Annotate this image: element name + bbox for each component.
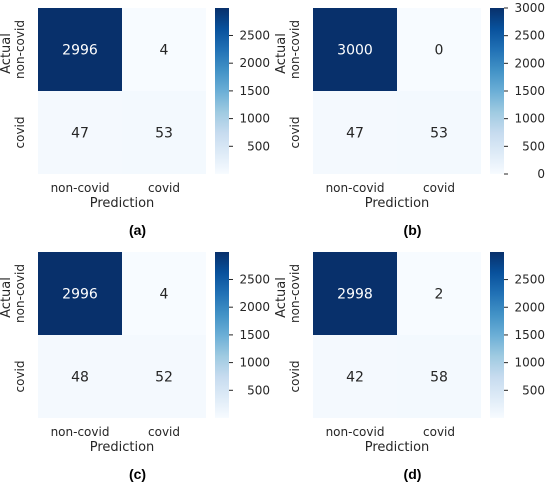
heatmap-cell [38,335,122,418]
confusion-matrix-panel-b: 3000 0 47 53 non-covid covid Prediction non-cov… [275,0,550,244]
colorbar-tick-label: 3000 [514,1,545,15]
cell-value-label: 52 [155,370,173,386]
x-axis-title: Prediction [90,440,155,455]
heatmap-cell [397,8,481,91]
cell-value-label: 47 [71,126,89,142]
confusion-matrix-panel-c: 2996 4 48 52 non-covid covid Prediction non-cov… [0,244,275,488]
y-tick-label: non-covid [288,20,302,79]
x-tick-label: covid [148,425,180,439]
heatmap-cell [122,8,206,91]
panel-caption: (c) [128,466,147,482]
colorbar-tick-label: 2000 [239,300,270,314]
panel-caption: (b) [403,222,422,238]
cell-value-label: 53 [155,126,173,142]
y-tick-label: non-covid [288,264,302,323]
x-tick-label: non-covid [51,181,110,195]
cell-value-label: 0 [435,43,444,59]
x-tick-label: non-covid [326,181,385,195]
colorbar-tick-label: 500 [247,383,270,397]
x-tick-label: non-covid [51,425,110,439]
y-axis-title: Actual [0,277,14,318]
panel-caption: (a) [128,222,147,238]
colorbar-tick-label: 2500 [239,272,270,286]
confusion-matrix-panel-a: 2996 4 47 53 non-covid covid Prediction non-cov… [0,0,275,244]
colorbar-tick-label: 1500 [239,84,270,98]
colorbar [215,8,229,174]
colorbar-tick-label: 1500 [514,84,545,98]
heatmap-cell [122,252,206,335]
y-tick-label: covid [13,117,27,149]
x-tick-label: covid [423,425,455,439]
cell-value-label: 4 [160,287,169,303]
y-tick-label: non-covid [13,20,27,79]
x-tick-label: covid [423,181,455,195]
colorbar-tick-label: 2500 [514,273,545,287]
heatmap-cell [122,335,206,418]
colorbar-tick-label: 1500 [239,328,270,342]
heatmap-cell [38,91,122,174]
heatmap-cell [313,252,397,335]
y-tick-label: non-covid [13,264,27,323]
x-axis-title: Prediction [365,440,430,455]
colorbar-tick-label: 0 [537,167,545,181]
heatmap-cell [38,8,122,91]
cell-value-label: 58 [430,370,448,386]
colorbar-tick-label: 1000 [514,112,545,126]
colorbar-tick-label: 500 [522,383,545,397]
y-axis-title: Actual [0,33,14,74]
confusion-matrix-panel-d: 2998 2 42 58 non-covid covid Prediction non-cov… [275,244,550,488]
cell-value-label: 4 [160,43,169,59]
colorbar-tick-label: 2500 [239,28,270,42]
heatmap-cell [122,91,206,174]
colorbar-tick-label: 500 [247,139,270,153]
colorbar [215,252,229,418]
colorbar-tick-label: 1000 [239,356,270,370]
cell-value-label: 47 [346,126,364,142]
heatmap-cell [313,91,397,174]
cell-value-label: 2 [435,287,444,303]
cell-value-label: 2996 [62,43,98,59]
colorbar [490,8,504,174]
y-tick-label: covid [288,361,302,393]
x-tick-label: non-covid [326,425,385,439]
heatmap-cell [313,8,397,91]
x-axis-title: Prediction [365,196,430,211]
colorbar-tick-label: 1500 [514,328,545,342]
heatmap-cell [397,335,481,418]
y-tick-label: covid [13,361,27,393]
colorbar-tick-label: 2500 [514,29,545,43]
y-axis-title: Actual [275,33,289,74]
colorbar-tick-label: 1000 [239,112,270,126]
cell-value-label: 2998 [337,287,373,303]
colorbar-tick-label: 500 [522,139,545,153]
heatmap-cell [397,252,481,335]
x-axis-title: Prediction [90,196,155,211]
colorbar-tick-label: 2000 [514,56,545,70]
cell-value-label: 42 [346,370,364,386]
heatmap-cell [38,252,122,335]
colorbar-tick-label: 2000 [514,300,545,314]
heatmap-cell [313,335,397,418]
x-tick-label: covid [148,181,180,195]
cell-value-label: 3000 [337,43,373,59]
colorbar [490,252,504,418]
heatmap-cell [397,91,481,174]
colorbar-tick-label: 1000 [514,356,545,370]
cell-value-label: 48 [71,370,89,386]
cell-value-label: 53 [430,126,448,142]
y-tick-label: covid [288,117,302,149]
panel-caption: (d) [403,466,422,482]
cell-value-label: 2996 [62,287,98,303]
colorbar-tick-label: 2000 [239,56,270,70]
y-axis-title: Actual [275,277,289,318]
